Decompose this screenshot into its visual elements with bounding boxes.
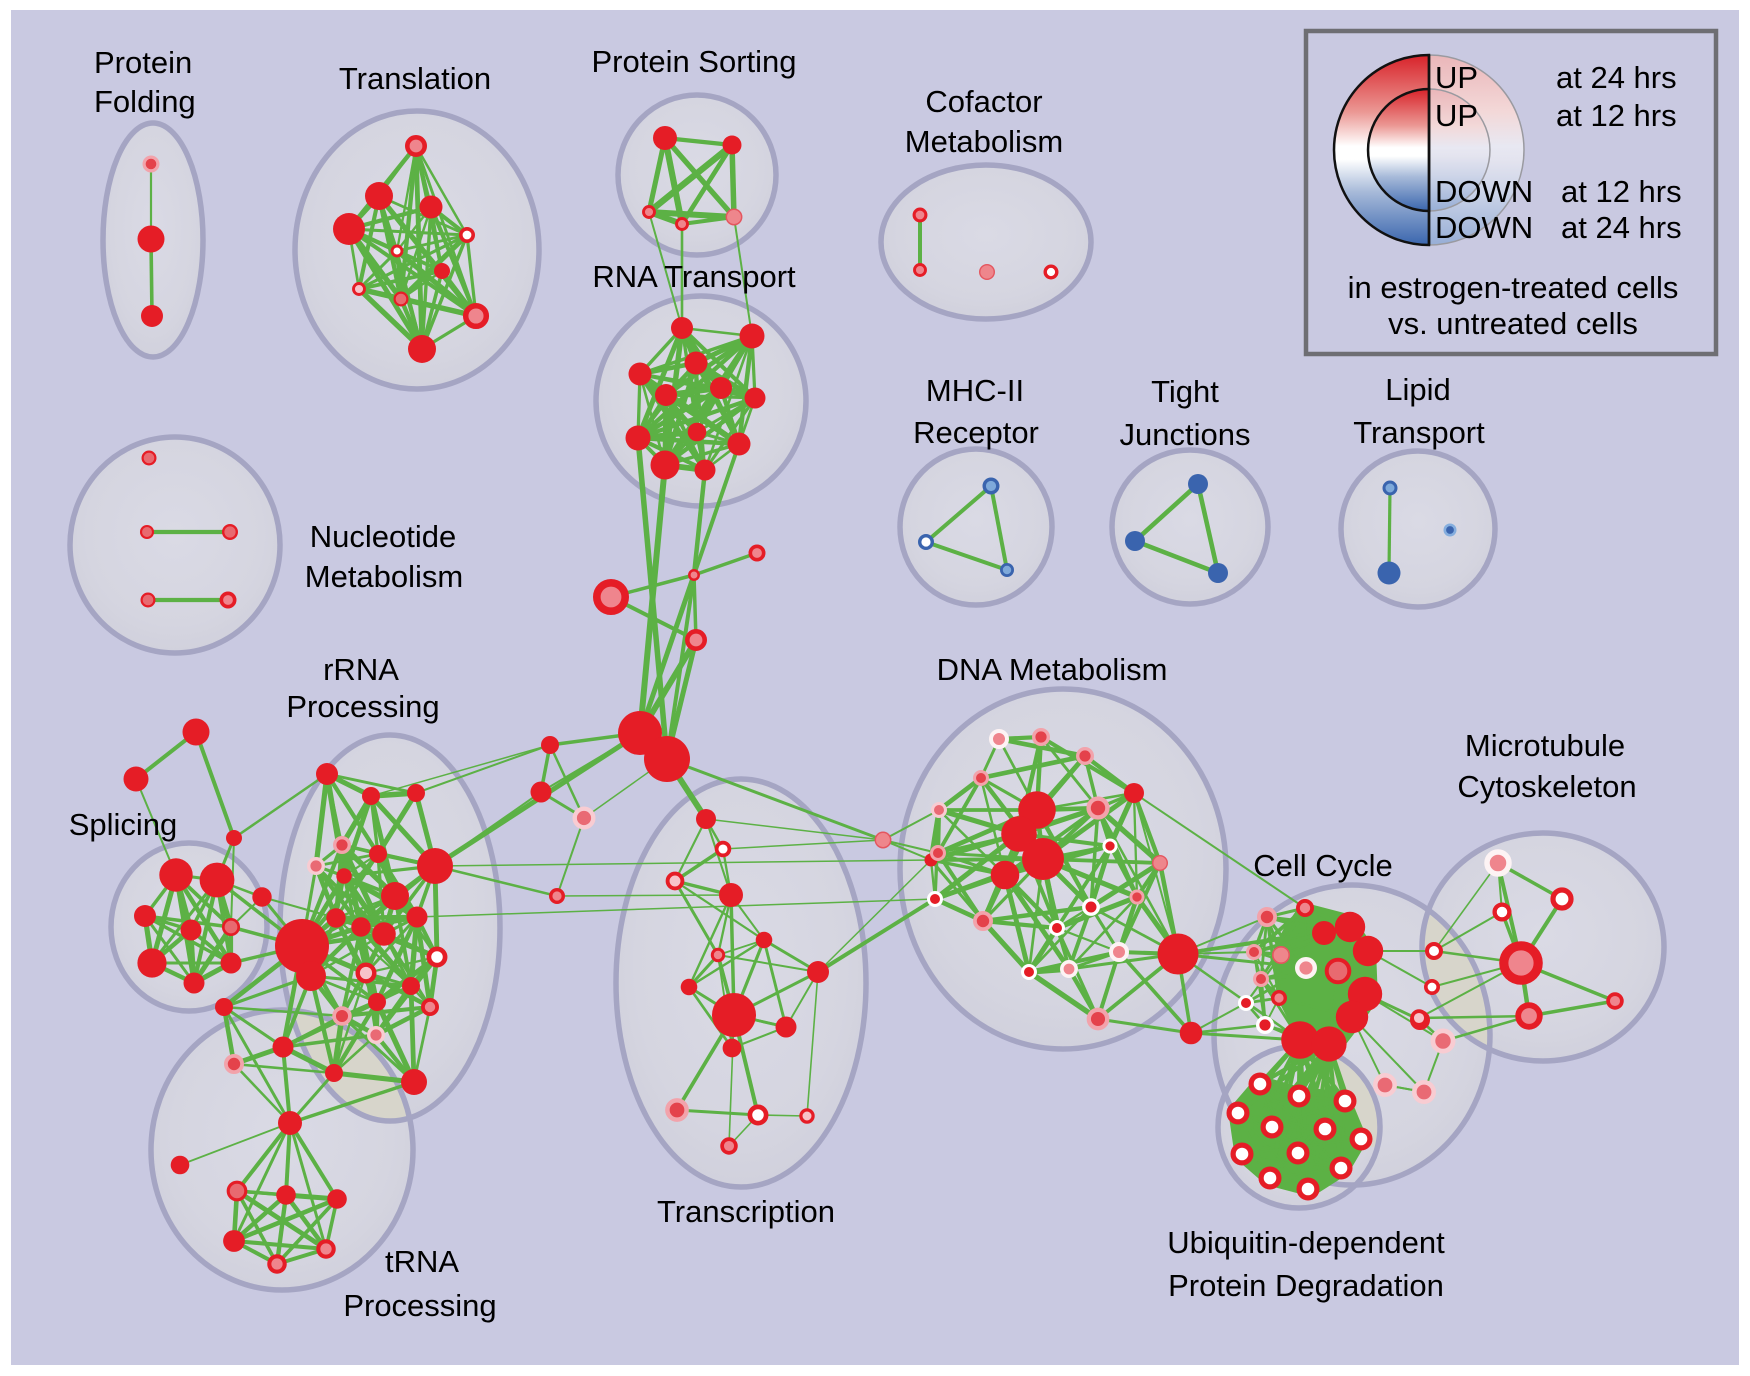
svg-text:Processing: Processing (286, 689, 439, 724)
svg-text:Protein: Protein (94, 45, 192, 80)
svg-text:Nucleotide: Nucleotide (310, 519, 456, 554)
svg-text:rRNA: rRNA (323, 652, 399, 687)
svg-text:Metabolism: Metabolism (905, 124, 1064, 159)
svg-text:UP: UP (1435, 60, 1478, 95)
svg-text:Tight: Tight (1151, 374, 1219, 409)
svg-text:Cytoskeleton: Cytoskeleton (1457, 769, 1636, 804)
svg-text:UP: UP (1435, 98, 1478, 133)
svg-text:Translation: Translation (339, 61, 491, 96)
svg-text:Cell Cycle: Cell Cycle (1253, 848, 1393, 883)
svg-text:Folding: Folding (94, 84, 196, 119)
svg-text:DOWN: DOWN (1435, 174, 1533, 209)
svg-text:Receptor: Receptor (913, 415, 1039, 450)
svg-text:vs. untreated cells: vs. untreated cells (1388, 306, 1638, 341)
svg-text:in estrogen-treated cells: in estrogen-treated cells (1348, 270, 1679, 305)
svg-text:DOWN: DOWN (1435, 210, 1533, 245)
svg-text:Microtubule: Microtubule (1465, 728, 1625, 763)
svg-text:Lipid: Lipid (1385, 372, 1451, 407)
svg-text:Cofactor: Cofactor (925, 84, 1042, 119)
svg-text:Junctions: Junctions (1120, 417, 1251, 452)
svg-text:at 12 hrs: at 12 hrs (1556, 98, 1677, 133)
svg-text:Processing: Processing (343, 1288, 496, 1323)
svg-text:Metabolism: Metabolism (305, 559, 464, 594)
svg-text:MHC-II: MHC-II (926, 373, 1024, 408)
svg-text:tRNA: tRNA (385, 1244, 459, 1279)
svg-text:Transcription: Transcription (657, 1194, 835, 1229)
svg-text:at 24 hrs: at 24 hrs (1556, 60, 1677, 95)
svg-text:DNA Metabolism: DNA Metabolism (937, 652, 1168, 687)
svg-text:at 12 hrs: at 12 hrs (1561, 174, 1682, 209)
svg-text:RNA Transport: RNA Transport (592, 259, 796, 294)
svg-text:Protein Sorting: Protein Sorting (591, 44, 796, 79)
svg-text:at 24 hrs: at 24 hrs (1561, 210, 1682, 245)
svg-text:Protein Degradation: Protein Degradation (1168, 1268, 1444, 1303)
svg-text:Ubiquitin-dependent: Ubiquitin-dependent (1167, 1225, 1445, 1260)
svg-text:Transport: Transport (1353, 415, 1485, 450)
svg-text:Splicing: Splicing (69, 807, 178, 842)
